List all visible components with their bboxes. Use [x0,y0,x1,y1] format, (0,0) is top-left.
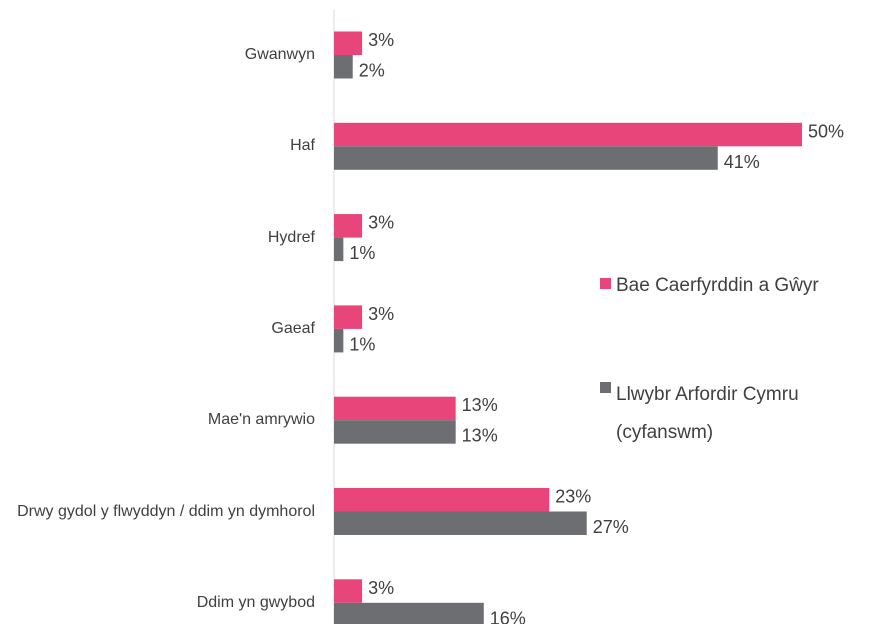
bar [334,511,587,535]
legend-entry: Llwybr Arfordir Cymru (cyfanswm) [600,376,876,452]
bar [334,146,718,170]
bar [334,122,802,147]
category-text: Drwy gydol y flwyddyn / ddim yn dymhorol [17,502,315,520]
legend-label: Bae Caerfyrddin a Gŵyr [616,275,819,296]
bar [334,420,456,444]
value-label: 50% [808,121,844,141]
category-text: Haf [290,137,315,155]
category-label: Ddim yn gwybod [5,573,315,624]
bar [334,305,363,329]
bar [334,602,484,624]
value-label: 13% [462,426,498,446]
bar [334,214,363,238]
bar [334,579,363,603]
category-label: Hydref [5,208,315,268]
category-text: Gwanwyn [244,46,315,63]
category-label: Drwy gydol y flwyddyn / ddim yn dymhorol [5,482,315,542]
value-label: 41% [724,152,760,172]
value-label: 16% [490,608,526,624]
bar [334,31,363,55]
value-label: 3% [368,304,394,324]
bar [334,237,344,262]
value-label: 23% [555,487,591,507]
category-text: Ddim yn gwybod [196,593,315,611]
bar [334,488,550,512]
category-text: Gaeaf [271,319,315,337]
value-label: 2% [359,61,385,81]
category-text: Mae'n amrywio [207,411,315,429]
legend-swatch [600,382,611,393]
category-label: Gwanwyn [5,25,315,85]
value-label: 1% [349,334,375,354]
value-label: 1% [349,243,375,263]
category-text: Hydref [267,228,315,246]
bar [334,55,353,79]
category-label: Mae'n amrywio [5,390,315,450]
bar [334,328,344,353]
value-label: 3% [368,213,394,233]
legend-entry: Bae Caerfyrddin a Gŵyr [600,272,876,300]
legend-label: Llwybr Arfordir Cymru (cyfanswm) [616,384,799,443]
legend-swatch [600,278,611,289]
value-label: 3% [368,30,394,50]
value-label: 13% [462,395,498,415]
bar [334,396,456,421]
value-label: 3% [368,578,394,598]
value-label: 27% [593,517,629,537]
category-label: Haf [5,116,315,176]
category-label: Gaeaf [5,299,315,359]
